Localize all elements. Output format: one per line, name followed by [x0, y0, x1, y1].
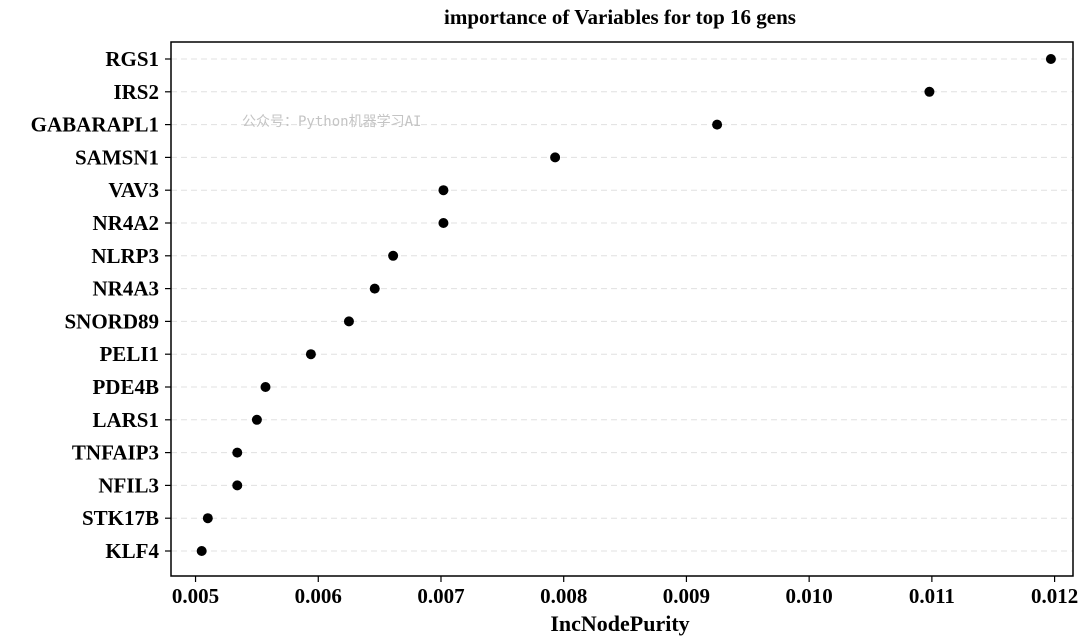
y-tick-label: SNORD89 — [64, 309, 159, 333]
y-tick-label: NR4A3 — [93, 277, 160, 301]
y-tick-label: TNFAIP3 — [72, 441, 159, 465]
y-tick-label: PELI1 — [99, 342, 159, 366]
data-points — [196, 54, 1056, 556]
x-tick-label: 0.006 — [295, 584, 342, 608]
y-tick-label: NLRP3 — [91, 244, 159, 268]
data-point-nr4a2 — [438, 218, 449, 228]
data-point-gabarapl1 — [712, 119, 723, 130]
data-point-pde4b — [260, 382, 271, 392]
data-point-rgs1 — [1045, 54, 1056, 64]
y-tick-label: NR4A2 — [93, 211, 160, 235]
data-point-stk17b — [202, 513, 213, 524]
data-point-snord89 — [343, 316, 354, 327]
data-point-irs2 — [924, 86, 935, 97]
x-tick-label: 0.010 — [786, 584, 833, 608]
y-tick-label: NFIL3 — [98, 473, 159, 497]
y-tick-label: SAMSN1 — [75, 145, 159, 169]
plot-area — [170, 41, 1074, 577]
watermark: 公众号：Python机器学习AI — [242, 114, 421, 130]
data-point-peli1 — [305, 349, 316, 360]
y-tick-label: RGS1 — [105, 47, 159, 71]
x-tick-label: 0.008 — [540, 584, 587, 608]
y-tick-label: KLF4 — [105, 539, 159, 563]
chart-title: importance of Variables for top 16 gens — [444, 5, 796, 29]
data-point-klf4 — [196, 546, 207, 556]
grid-lines — [171, 58, 1073, 552]
data-point-lars1 — [251, 414, 262, 425]
x-tick-label: 0.012 — [1031, 584, 1078, 608]
y-tick-label: LARS1 — [92, 408, 159, 432]
x-axis-label: IncNodePurity — [550, 611, 689, 636]
x-tick-label: 0.011 — [909, 584, 955, 608]
x-axis: 0.005 0.006 0.007 0.008 0.009 0.010 0.011 0.012 — [172, 576, 1078, 608]
y-tick-label: VAV3 — [108, 178, 159, 202]
data-point-tnfaip3 — [232, 447, 243, 458]
y-tick-label: IRS2 — [113, 80, 159, 104]
y-axis-labels: RGS1 IRS2 GABARAPL1 SAMSN1 VAV3 NR4A2 NLRP3 NR4… — [31, 47, 171, 563]
x-tick-label: 0.009 — [663, 584, 710, 608]
y-tick-label: GABARAPL1 — [31, 113, 159, 137]
x-tick-label: 0.007 — [417, 584, 464, 608]
data-point-samsn1 — [550, 152, 561, 163]
data-point-nlrp3 — [388, 250, 399, 261]
x-tick-label: 0.005 — [172, 584, 219, 608]
y-tick-label: STK17B — [82, 506, 159, 530]
data-point-vav3 — [438, 185, 449, 196]
data-point-nfil3 — [232, 480, 243, 491]
data-point-nr4a3 — [369, 283, 380, 294]
y-tick-label: PDE4B — [92, 375, 159, 399]
